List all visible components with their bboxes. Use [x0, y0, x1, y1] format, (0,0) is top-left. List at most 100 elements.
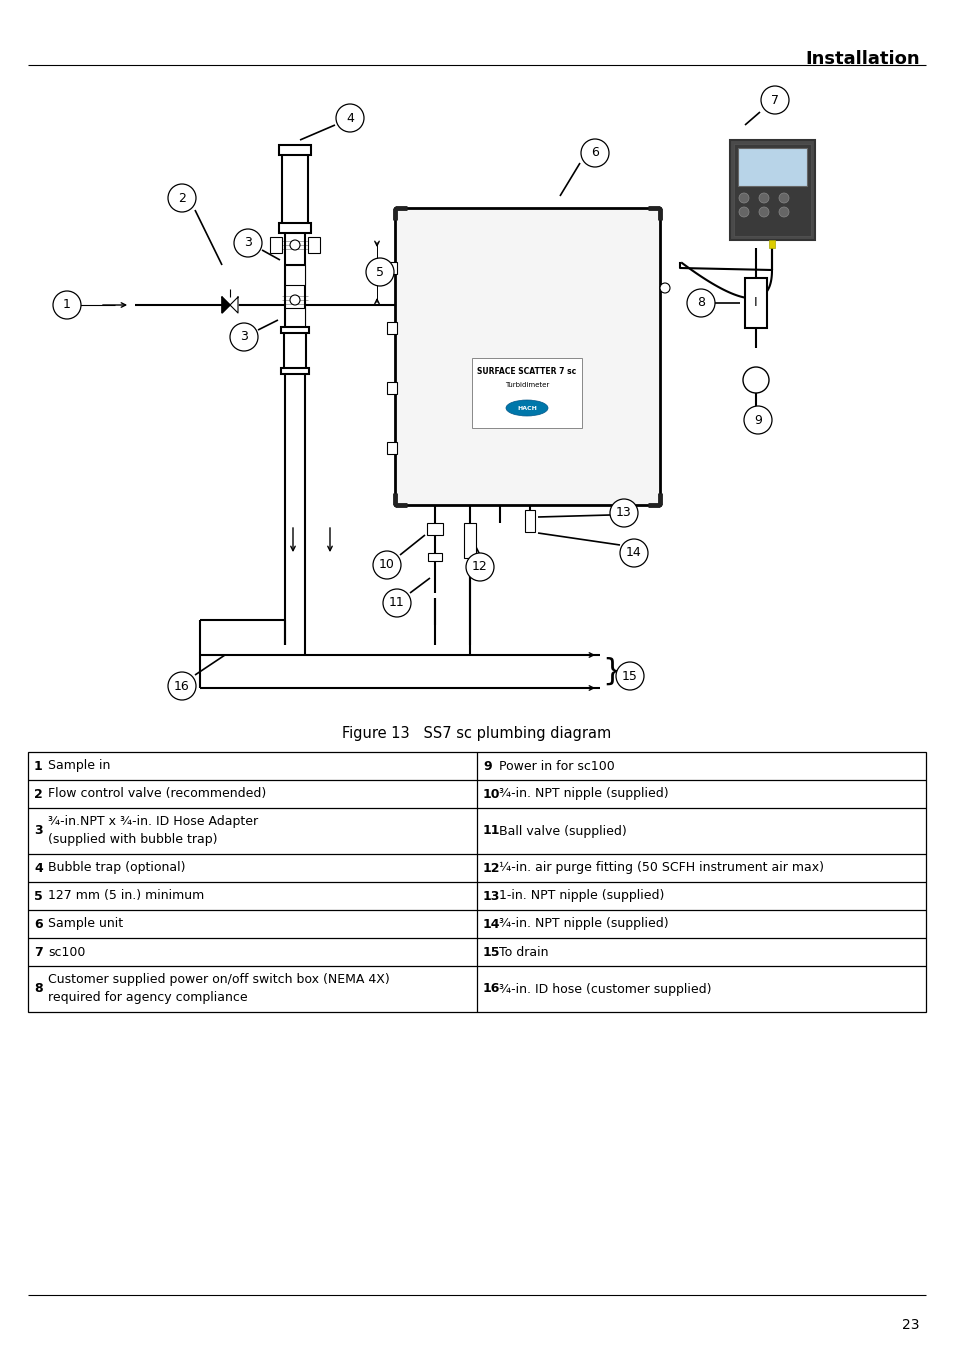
Polygon shape: [230, 297, 237, 313]
Text: Power in for sc100: Power in for sc100: [498, 760, 614, 772]
Bar: [733, 144, 810, 236]
Circle shape: [659, 284, 669, 293]
Circle shape: [230, 323, 257, 351]
Circle shape: [233, 230, 262, 256]
Text: ¾-in. NPT nipple (supplied): ¾-in. NPT nipple (supplied): [498, 787, 668, 801]
Bar: [738, 148, 806, 186]
Text: ¾-in.NPT x ¾-in. ID Hose Adapter
(supplied with bubble trap): ¾-in.NPT x ¾-in. ID Hose Adapter (suppli…: [48, 815, 258, 846]
Bar: [395, 208, 659, 505]
Text: Sample unit: Sample unit: [48, 918, 123, 930]
Bar: [28, 752, 925, 1012]
Text: Turbidimeter: Turbidimeter: [504, 382, 549, 387]
Text: I: I: [754, 297, 757, 309]
Text: 6: 6: [34, 918, 43, 930]
Text: 12: 12: [472, 560, 487, 574]
Text: 5: 5: [375, 266, 384, 278]
Bar: [308, 238, 319, 252]
Text: ¼-in. air purge fitting (50 SCFH instrument air max): ¼-in. air purge fitting (50 SCFH instrum…: [498, 861, 823, 875]
Bar: [285, 308, 305, 328]
Text: 8: 8: [697, 297, 704, 309]
Text: 1-in. NPT nipple (supplied): 1-in. NPT nipple (supplied): [498, 890, 663, 903]
Bar: [729, 140, 814, 240]
Bar: [744, 278, 766, 328]
Text: 11: 11: [389, 597, 404, 609]
Bar: [387, 441, 396, 454]
Circle shape: [760, 86, 788, 113]
Text: 7: 7: [770, 93, 779, 107]
Text: 127 mm (5 in.) minimum: 127 mm (5 in.) minimum: [48, 890, 204, 903]
Bar: [463, 522, 476, 558]
Circle shape: [53, 292, 81, 319]
Circle shape: [739, 193, 748, 202]
Polygon shape: [222, 297, 230, 313]
Text: 9: 9: [482, 760, 491, 772]
Text: Installation: Installation: [804, 50, 919, 68]
Circle shape: [743, 406, 771, 433]
Circle shape: [759, 207, 768, 217]
Text: 4: 4: [34, 861, 43, 875]
Text: 10: 10: [482, 787, 500, 801]
Circle shape: [382, 589, 411, 617]
Text: 7: 7: [34, 945, 43, 958]
Bar: [278, 223, 311, 234]
Text: 16: 16: [174, 679, 190, 693]
Circle shape: [779, 193, 788, 202]
Text: HACH: HACH: [517, 405, 537, 410]
Circle shape: [290, 296, 299, 305]
Circle shape: [686, 289, 714, 317]
Text: 12: 12: [482, 861, 500, 875]
Text: 6: 6: [591, 147, 598, 159]
Text: 2: 2: [34, 787, 43, 801]
Text: To drain: To drain: [498, 945, 548, 958]
Circle shape: [619, 539, 647, 567]
Circle shape: [373, 551, 400, 579]
Text: 9: 9: [753, 413, 761, 427]
Circle shape: [335, 104, 364, 132]
Text: 15: 15: [482, 945, 500, 958]
Bar: [282, 153, 308, 225]
Circle shape: [759, 193, 768, 202]
Circle shape: [742, 367, 768, 393]
Text: 11: 11: [482, 825, 500, 837]
Text: Customer supplied power on/off switch box (NEMA 4X)
required for agency complian: Customer supplied power on/off switch bo…: [48, 973, 390, 1004]
Text: sc100: sc100: [48, 945, 85, 958]
Text: 8: 8: [34, 983, 43, 995]
Circle shape: [779, 207, 788, 217]
Circle shape: [290, 240, 299, 250]
Bar: [524, 510, 535, 532]
Bar: [278, 144, 311, 155]
Bar: [281, 327, 309, 333]
Text: 3: 3: [240, 331, 248, 343]
Bar: [387, 382, 396, 394]
Bar: [270, 238, 282, 252]
Text: }: }: [601, 657, 620, 686]
Text: Bubble trap (optional): Bubble trap (optional): [48, 861, 185, 875]
Text: 14: 14: [625, 547, 641, 559]
Bar: [427, 522, 442, 535]
Text: SURFACE SCATTER 7 sc: SURFACE SCATTER 7 sc: [476, 367, 576, 377]
Text: Figure 13   SS7 sc plumbing diagram: Figure 13 SS7 sc plumbing diagram: [342, 726, 611, 741]
Ellipse shape: [505, 400, 547, 416]
Circle shape: [616, 662, 643, 690]
Bar: [387, 262, 396, 274]
Circle shape: [465, 554, 494, 580]
Text: 1: 1: [34, 760, 43, 772]
Text: 13: 13: [482, 890, 500, 903]
Text: Ball valve (supplied): Ball valve (supplied): [498, 825, 626, 837]
Text: ¾-in. NPT nipple (supplied): ¾-in. NPT nipple (supplied): [498, 918, 668, 930]
Text: 5: 5: [34, 890, 43, 903]
Bar: [472, 358, 581, 428]
Bar: [768, 240, 774, 248]
Text: 4: 4: [346, 112, 354, 124]
Text: 14: 14: [482, 918, 500, 930]
Text: 3: 3: [34, 825, 43, 837]
Bar: [284, 329, 306, 370]
Bar: [281, 369, 309, 374]
Text: 3: 3: [244, 236, 252, 250]
Bar: [387, 323, 396, 333]
Text: 13: 13: [616, 506, 631, 520]
Text: 23: 23: [902, 1318, 919, 1332]
Text: 16: 16: [482, 983, 500, 995]
Bar: [285, 265, 305, 285]
Text: Sample in: Sample in: [48, 760, 111, 772]
